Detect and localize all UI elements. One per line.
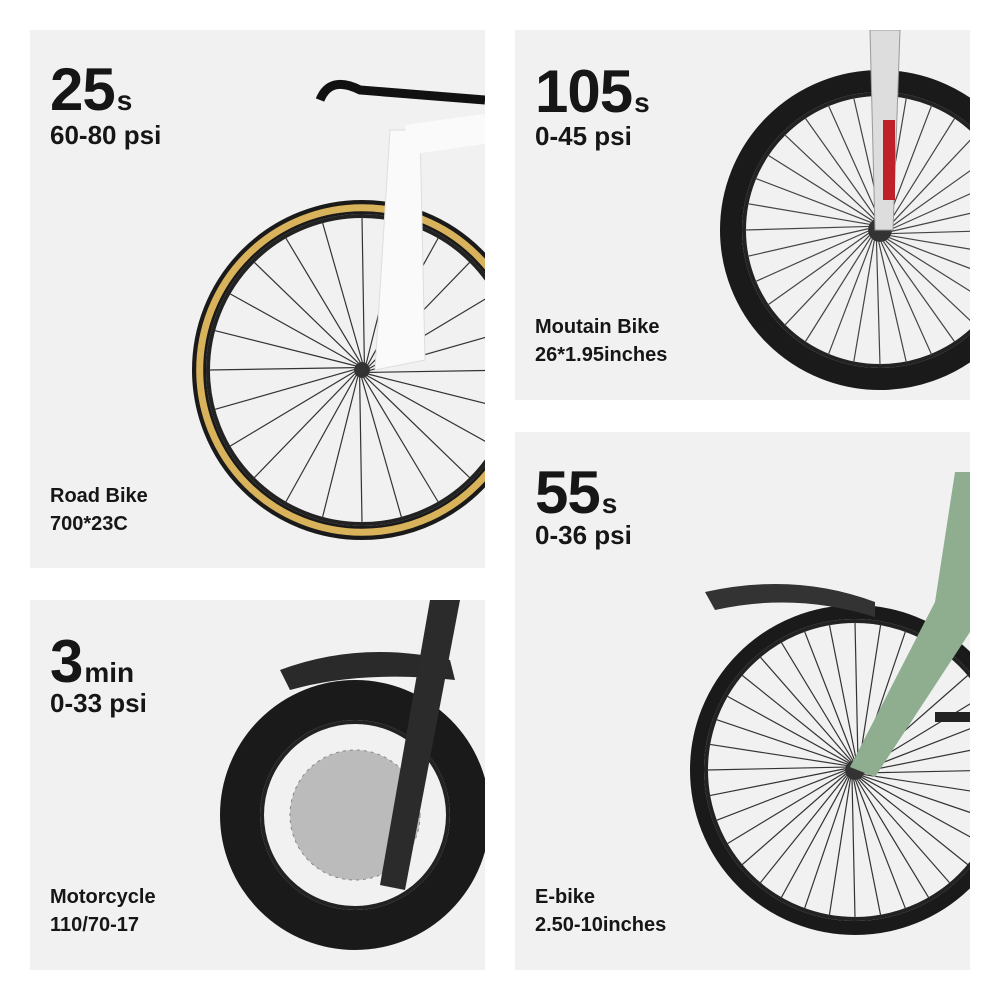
pressure-range: 0-36 psi: [535, 520, 632, 550]
panel-mountain-bike: 105s 0-45 psi Moutain Bike 26*1.95inches: [515, 30, 970, 400]
inflation-time: 55s: [535, 459, 618, 526]
road-bike-wheel-image: [192, 79, 485, 540]
panel-e-bike: 55s 0-36 psi E-bike 2.50-10inches: [515, 432, 970, 970]
inflation-time: 3min: [50, 628, 135, 695]
motorcycle-wheel-image: [220, 600, 485, 950]
pressure-range: 60-80 psi: [50, 120, 162, 150]
inflation-time: 25s: [50, 56, 133, 123]
mountain-bike-wheel-image: [720, 30, 970, 390]
panel-motorcycle: 3min 0-33 psi Motorcycle 110/70-17: [30, 600, 485, 970]
panel-road-bike: 25s 60-80 psi Road Bike 700*23C: [30, 30, 485, 568]
vehicle-label: Road Bike 700*23C: [50, 485, 148, 535]
vehicle-label: Moutain Bike 26*1.95inches: [535, 316, 668, 366]
inflation-time: 105s: [535, 58, 650, 125]
pressure-range: 0-33 psi: [50, 688, 147, 718]
vehicle-label: E-bike 2.50-10inches: [535, 886, 667, 936]
e-bike-wheel-image: [690, 472, 970, 935]
pressure-range: 0-45 psi: [535, 121, 632, 151]
vehicle-label: Motorcycle 110/70-17: [50, 886, 156, 936]
